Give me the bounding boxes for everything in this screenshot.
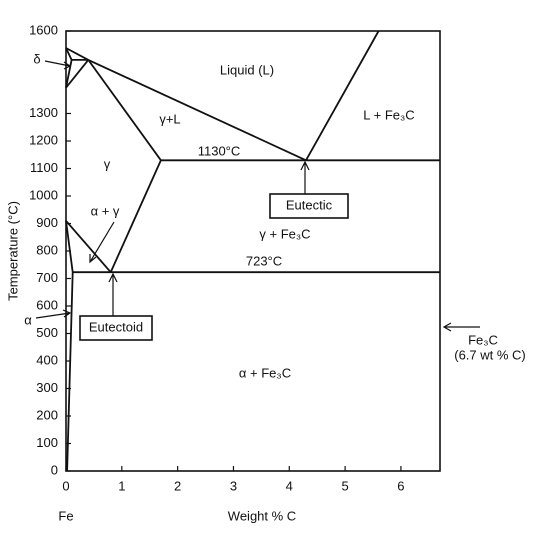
- annotation: γ: [104, 156, 111, 171]
- annotation: Fe₃C: [468, 332, 498, 347]
- phase-boundary: [65, 59, 90, 89]
- annotation: Fe: [58, 508, 73, 523]
- y-tick-label: 1100: [30, 160, 58, 175]
- y-tick-label: 700: [36, 270, 58, 285]
- annotation: α + γ: [91, 203, 120, 218]
- annotation: 723°C: [246, 253, 282, 268]
- plot-frame: [65, 30, 441, 472]
- arrow: [300, 160, 310, 194]
- x-tick-label: 6: [397, 478, 404, 493]
- x-tick-label: 4: [286, 478, 293, 493]
- arrow: [442, 322, 480, 332]
- y-tick-label: 0: [51, 462, 58, 477]
- annotation: γ + Fe₃C: [259, 226, 310, 241]
- label-box: [79, 315, 153, 341]
- annotation: γ+L: [159, 111, 180, 126]
- annotation: Eutectoid: [89, 319, 143, 334]
- annotation: Eutectic: [286, 197, 333, 212]
- y-tick-label: 1200: [29, 132, 58, 147]
- label-box: [269, 193, 349, 219]
- x-tick-label: 2: [174, 478, 181, 493]
- annotation: L + Fe₃C: [363, 107, 414, 122]
- y-tick-label: 1600: [29, 22, 58, 37]
- y-tick-label: 200: [36, 407, 58, 422]
- phase-boundary: [65, 220, 112, 273]
- y-tick-label: 600: [36, 297, 58, 312]
- phase-boundary: [87, 59, 162, 161]
- y-tick-label: 400: [36, 352, 58, 367]
- annotation: α + Fe₃C: [239, 365, 291, 380]
- annotation: α: [24, 312, 32, 327]
- phase-boundary: [65, 59, 73, 88]
- phase-boundary: [305, 30, 380, 161]
- y-tick-label: 800: [36, 242, 58, 257]
- y-tick-label: 300: [36, 380, 58, 395]
- x-tick-label: 3: [230, 478, 237, 493]
- arrow: [89, 221, 115, 264]
- annotation: 1130°C: [198, 143, 241, 158]
- arrow: [35, 309, 72, 319]
- arrow: [108, 272, 118, 316]
- y-axis-label: Temperature (°C): [5, 201, 20, 301]
- y-tick-label: 1000: [29, 187, 58, 202]
- annotation: (6.7 wt % C): [454, 347, 526, 362]
- y-tick-label: 500: [36, 325, 58, 340]
- phase-boundary: [109, 159, 162, 273]
- x-tick-label: 1: [118, 478, 125, 493]
- x-tick-label: 0: [62, 478, 69, 493]
- annotation: Liquid (L): [220, 62, 274, 77]
- y-tick-label: 100: [36, 435, 58, 450]
- phase-boundary: [65, 220, 74, 472]
- x-tick-label: 5: [341, 478, 348, 493]
- annotation: δ: [33, 51, 40, 66]
- x-axis-label: Weight % C: [228, 508, 296, 523]
- y-tick-label: 1300: [29, 105, 58, 120]
- y-tick-label: 900: [36, 215, 58, 230]
